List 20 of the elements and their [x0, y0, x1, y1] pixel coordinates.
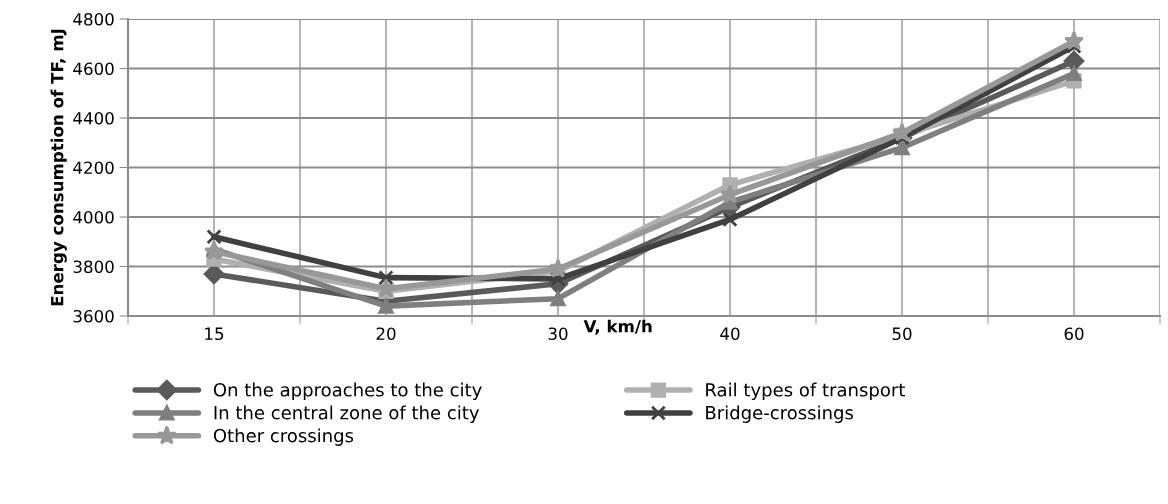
y-tick-label: 4200	[73, 161, 114, 175]
legend-label: In the central zone of the city	[214, 405, 480, 423]
x-tick-label: 15	[205, 327, 224, 341]
y-tick-label: 4800	[73, 12, 114, 26]
y-tick-label: 4600	[73, 62, 114, 76]
legend-label: On the approaches to the city	[213, 382, 482, 401]
x-tick-label: 20	[376, 327, 396, 341]
x-tick-label: 30	[548, 327, 568, 341]
x-tick-label: 40	[720, 327, 740, 341]
y-tick-label: 3800	[73, 260, 114, 274]
x-axis-title: V, km/h	[583, 319, 652, 335]
x-tick-label: 60	[1064, 327, 1084, 341]
x-tick-label: 50	[892, 327, 912, 341]
legend-label: Rail types of transport	[706, 382, 905, 401]
y-tick-label: 4000	[73, 210, 114, 224]
y-tick-label: 4400	[73, 111, 114, 125]
legend-label: Other crossings	[213, 428, 354, 446]
y-tick-label: 3600	[73, 309, 114, 323]
y-axis-title: Energy consumption of TF, mJ	[50, 29, 67, 306]
legend-label: Bridge-crossings	[706, 405, 854, 423]
